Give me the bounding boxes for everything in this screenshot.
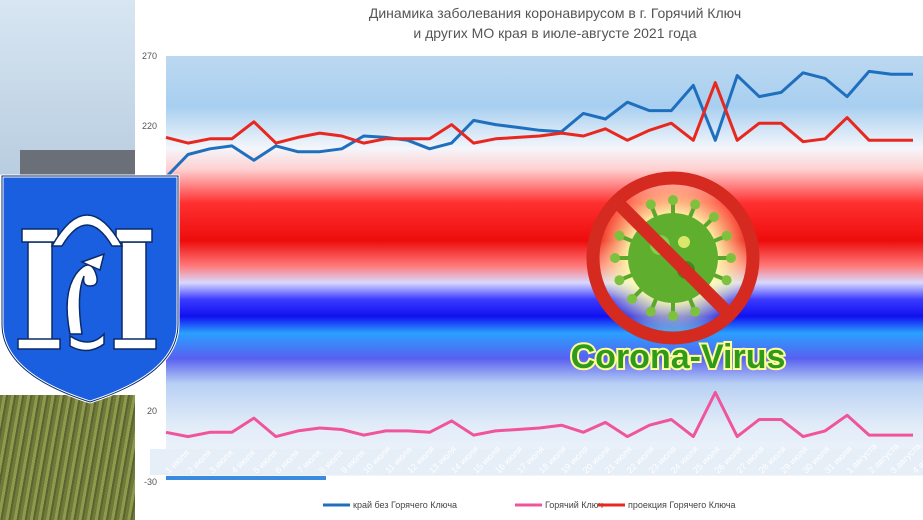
legend-label-proj: проекция Горячего Ключа xyxy=(628,500,735,510)
series-line-gk xyxy=(165,391,913,439)
virus-badge: Corona-Virus xyxy=(569,171,787,378)
grass-photo xyxy=(0,395,135,520)
plot-background xyxy=(166,56,923,476)
legend-label-krai: край без Горячего Ключа xyxy=(353,500,457,510)
y-tick-label: 220 xyxy=(142,121,157,131)
legend-item-proj: проекция Горячего Ключа xyxy=(598,500,735,510)
legend-item-gk: Горячий Ключ xyxy=(515,500,603,510)
series-line-krai xyxy=(164,69,913,179)
series-lines xyxy=(164,69,913,439)
legend: край без Горячего Ключа Горячий Ключ про… xyxy=(323,500,735,510)
series-line-proj xyxy=(165,81,913,145)
sky-photo xyxy=(0,0,135,175)
prohibition-sign-icon xyxy=(586,171,760,345)
y-axis-ticks: 270 220 20 -30 xyxy=(142,51,157,487)
chart-subtitle: и других МО края в июле-августе 2021 год… xyxy=(413,25,696,41)
corona-virus-label: Corona-Virus xyxy=(571,338,786,376)
chart-title: Динамика заболевания коронавирусом в г. … xyxy=(369,5,741,21)
x-axis-band xyxy=(150,449,923,475)
y-tick-label: -30 xyxy=(144,477,157,487)
goryachy-klyuch-coat-of-arms-icon xyxy=(0,174,180,404)
y-tick-label: 20 xyxy=(147,406,157,416)
x-axis-scroll-bar xyxy=(166,476,326,480)
legend-label-gk: Горячий Ключ xyxy=(545,500,603,510)
y-tick-label: 270 xyxy=(142,51,157,61)
legend-item-krai: край без Горячего Ключа xyxy=(323,500,457,510)
